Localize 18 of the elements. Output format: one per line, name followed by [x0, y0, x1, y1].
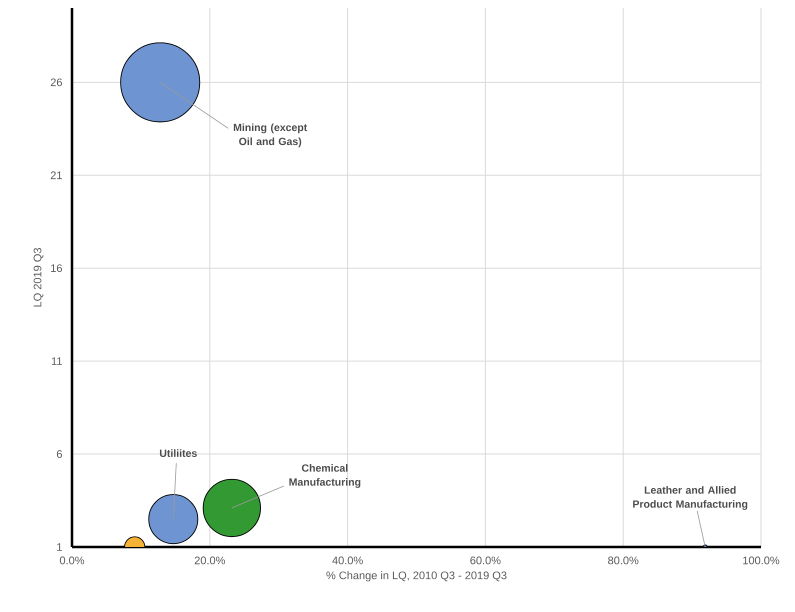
x-tick-label: 100.0%: [743, 556, 780, 564]
x-tick-label: 40.0%: [332, 556, 363, 564]
x-axis-title: % Change in LQ, 2010 Q3 - 2019 Q3: [326, 571, 506, 582]
annotation: Mining (except Oil and Gas): [234, 123, 308, 148]
y-tick-label: 26: [50, 78, 62, 86]
y-axis-title: LQ 2019 Q3: [34, 248, 44, 307]
annotation: Chemical Manufacturing: [289, 464, 360, 488]
y-tick-label: 16: [51, 264, 62, 272]
x-tick-label: 80.0%: [608, 556, 638, 564]
y-tick-label: 21: [50, 171, 62, 180]
x-tick-label: 0.0%: [60, 556, 84, 564]
y-tick-label: 11: [52, 357, 62, 365]
annotation: Utiliites: [160, 449, 197, 457]
annotation: Leather and Allied Product Manufacturing: [633, 486, 748, 510]
y-tick-label: 6: [56, 450, 62, 458]
y-tick-label: 1: [57, 543, 62, 551]
x-tick-label: 60.0%: [470, 556, 501, 564]
x-tick-label: 20.0%: [194, 556, 225, 564]
